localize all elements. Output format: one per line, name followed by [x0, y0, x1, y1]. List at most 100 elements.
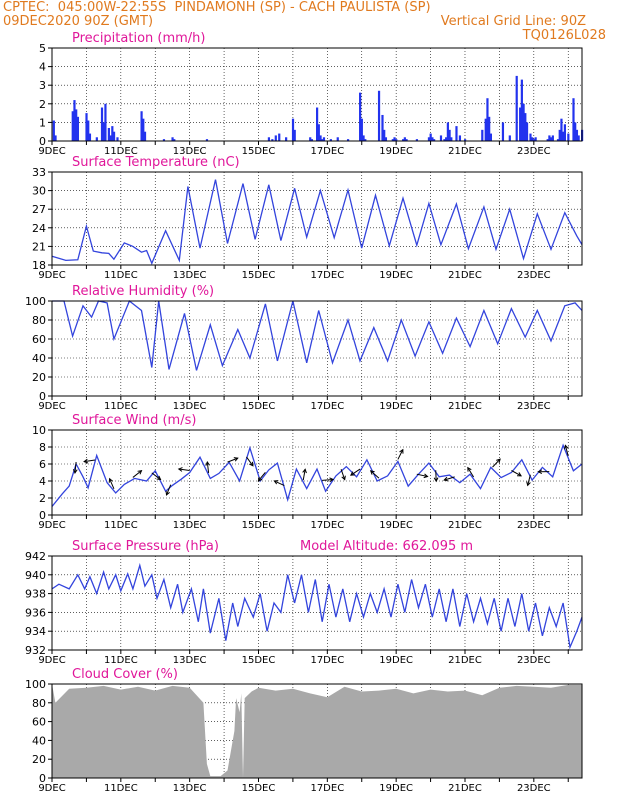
wind-arrow [467, 467, 475, 478]
precip-bar [271, 139, 274, 141]
precip-bar [162, 139, 166, 141]
precip-bar [427, 137, 431, 141]
x-tick-label: 17DEC [310, 270, 344, 281]
y-tick-label: 10 [32, 424, 46, 437]
y-tick-label: 60 [32, 716, 46, 729]
chart-header: CPTEC: 045:00W-22:55S PINDAMONH (SP) - C… [0, 0, 618, 48]
wind-arrow-head [496, 458, 501, 464]
wind-arrow-head [443, 476, 449, 482]
y-tick-label: 30 [32, 185, 46, 198]
y-tick-label: 2 [39, 98, 46, 111]
precip-bar [563, 124, 566, 141]
y-tick-label: 21 [32, 240, 46, 253]
precip-bar [534, 137, 537, 141]
wind-arrow-head [537, 469, 543, 475]
model-altitude-label: Model Altitude: 662.095 m [300, 539, 473, 554]
x-tick-label: 17DEC [310, 655, 344, 666]
wind-arrow-head [526, 481, 531, 487]
x-tick-label: 15DEC [242, 783, 276, 794]
precip-bar [556, 139, 560, 141]
precip-bar [484, 118, 487, 141]
y-tick-label: 24 [32, 222, 46, 235]
wind-arrow-head [273, 480, 279, 485]
panel-frame [51, 47, 583, 142]
y-tick-label: 27 [32, 203, 46, 216]
wind-arrow [416, 473, 428, 477]
precip-bar [403, 137, 406, 141]
x-tick-label: 11DEC [104, 401, 138, 412]
precip-bar [381, 114, 384, 141]
wind-arrow [370, 470, 380, 479]
precip-bar [524, 113, 527, 141]
x-tick-label: 9DEC [38, 520, 65, 531]
precip-bar [520, 79, 523, 141]
header-location: CPTEC: 045:00W-22:55S PINDAMONH (SP) - C… [3, 0, 431, 15]
wind-arrow [206, 461, 210, 473]
x-tick-label: 19DEC [379, 520, 413, 531]
precip-bar [109, 135, 112, 141]
y-tick-label: 936 [25, 606, 46, 619]
precip-bar [525, 122, 529, 141]
wind-arrow [258, 472, 266, 482]
y-tick-label: 0 [39, 135, 46, 148]
wind-arrow-head [423, 473, 429, 479]
precip-bar [531, 137, 534, 141]
precip-bar [551, 135, 554, 141]
precip-bar [316, 107, 319, 141]
wind-arrow-head [341, 475, 346, 481]
precip-bar [100, 107, 104, 141]
x-tick-label: 11DEC [104, 270, 138, 281]
wind-arrow [227, 457, 238, 463]
precip-bar [293, 129, 296, 141]
y-tick-label: 3 [39, 79, 46, 92]
precip-bar [319, 135, 322, 141]
x-tick-label: 17DEC [310, 146, 344, 157]
precip-bar [111, 126, 114, 141]
precip-bar [384, 137, 388, 141]
series-line [51, 562, 583, 650]
x-tick-label: 21DEC [448, 655, 482, 666]
wind-arrow [84, 459, 96, 463]
x-tick-label: 23DEC [517, 401, 551, 412]
precip-bar [481, 129, 484, 141]
precip-bar [486, 98, 489, 141]
header-init-time: 09DEC2020 90Z (GMT) [3, 14, 154, 29]
precip-bar [102, 122, 105, 141]
wind-arrow [444, 476, 455, 481]
x-tick-label: 13DEC [173, 401, 207, 412]
precip-bar [267, 137, 271, 141]
precip-bar [362, 135, 365, 141]
precip-bar [439, 135, 443, 141]
precip-bar [546, 139, 549, 141]
x-tick-label: 9DEC [38, 655, 65, 666]
y-tick-label: 18 [32, 259, 46, 272]
wind-arrow-head [249, 461, 254, 467]
precip-bar [116, 137, 119, 141]
precip-bar [75, 109, 78, 141]
y-tick-label: 932 [25, 644, 46, 657]
panel-title: Cloud Cover (%) [72, 667, 178, 682]
precip-bar [140, 111, 143, 141]
y-tick-label: 934 [25, 625, 46, 638]
precip-bar [402, 139, 405, 141]
header-grid-line: Vertical Grid Line: 90Z [440, 14, 586, 29]
x-tick-label: 21DEC [448, 520, 482, 531]
panel-title: Surface Temperature (nC) [72, 155, 240, 170]
x-tick-label: 15DEC [242, 655, 276, 666]
wind-arrow [151, 472, 161, 480]
x-tick-label: 9DEC [38, 401, 65, 412]
precip-bar [508, 135, 511, 141]
y-tick-label: 80 [32, 314, 46, 327]
precip-bar [143, 131, 147, 141]
wind-arrow-head [156, 475, 162, 481]
precip-bar [522, 103, 525, 141]
wind-arrow-head [433, 477, 439, 483]
y-tick-label: 0 [39, 509, 46, 522]
x-tick-label: 9DEC [38, 270, 65, 281]
wind-arrow [302, 469, 306, 481]
x-tick-label: 21DEC [448, 783, 482, 794]
precip-bar [433, 139, 436, 141]
wind-arrow [527, 474, 531, 486]
wind-arrow-head [350, 471, 355, 476]
precip-bar [519, 107, 522, 141]
